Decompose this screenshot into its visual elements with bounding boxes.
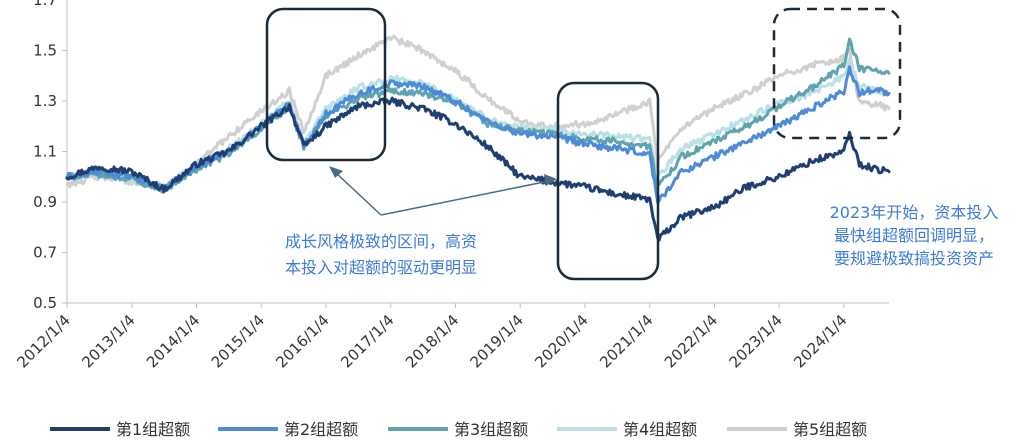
series-line-1 xyxy=(65,96,891,242)
y-tick-label: 0.9 xyxy=(33,193,57,211)
annotation-arrows xyxy=(329,166,557,216)
legend: 第1组超额 第2组超额 第3组超额 第4组超额 第5组超额 xyxy=(50,420,867,439)
x-tick-label: 2013/1/4 xyxy=(78,311,138,371)
x-axis: 2012/1/4 2013/1/4 2014/1/4 2015/1/4 2016/1/4… xyxy=(13,302,889,371)
x-tick-label: 2020/1/4 xyxy=(531,311,591,371)
series-lines xyxy=(65,34,891,242)
x-tick-label: 2017/1/4 xyxy=(337,311,397,371)
arrow-head-right xyxy=(544,174,557,186)
x-tick-label: 2015/1/4 xyxy=(208,311,268,371)
arrow-shaft-left xyxy=(334,171,382,216)
y-axis: 0.5 0.7 0.9 1.1 1.3 1.5 1.7 xyxy=(33,0,68,312)
legend-label-4: 第4组超额 xyxy=(623,420,697,439)
y-tick-label: 1.1 xyxy=(33,143,57,161)
x-tick-label: 2016/1/4 xyxy=(272,311,332,371)
x-tick-label: 2012/1/4 xyxy=(13,311,73,371)
legend-label-1: 第1组超额 xyxy=(116,420,190,439)
highlight-box-2016 xyxy=(265,7,387,162)
legend-label-2: 第2组超额 xyxy=(284,420,358,439)
series-line-5 xyxy=(65,34,891,192)
y-tick-label-top: 1.7 xyxy=(33,0,57,9)
x-tick-label: 2019/1/4 xyxy=(467,311,527,371)
y-tick-label: 1.5 xyxy=(33,42,57,60)
annotation-growth-line2: 本投入对超额的驱动更明显 xyxy=(285,258,477,277)
highlight-boxes xyxy=(265,7,902,281)
x-tick-label: 2018/1/4 xyxy=(402,311,462,371)
annotations: 成长风格极致的区间，高资 本投入对超额的驱动更明显 2023年开始，资本投入 最… xyxy=(285,203,998,277)
annotation-growth-line1: 成长风格极致的区间，高资 xyxy=(285,232,477,251)
y-tick-label: 0.7 xyxy=(33,244,57,262)
arrow-head-left xyxy=(329,166,343,178)
annotation-2023-line3: 要规避极致搞投资资产 xyxy=(834,249,994,268)
x-tick-label: 2014/1/4 xyxy=(143,311,203,371)
x-tick-label: 2021/1/4 xyxy=(596,311,656,371)
series-line-2 xyxy=(65,65,891,205)
highlight-box-2021 xyxy=(556,81,660,281)
x-tick-label: 2022/1/4 xyxy=(661,311,721,371)
annotation-2023-line2: 最快组超额回调明显， xyxy=(834,226,994,245)
highlight-box-2023-dashed xyxy=(772,7,902,140)
arrow-shaft-right xyxy=(380,180,550,216)
y-tick-label: 0.5 xyxy=(33,294,57,312)
legend-label-5: 第5组超额 xyxy=(793,420,867,439)
x-tick-label: 2024/1/4 xyxy=(790,311,850,371)
x-tick-label: 2023/1/4 xyxy=(726,311,786,371)
y-tick-label: 1.3 xyxy=(33,92,57,110)
annotation-2023-line1: 2023年开始，资本投入 xyxy=(830,203,999,222)
legend-label-3: 第3组超额 xyxy=(454,420,528,439)
